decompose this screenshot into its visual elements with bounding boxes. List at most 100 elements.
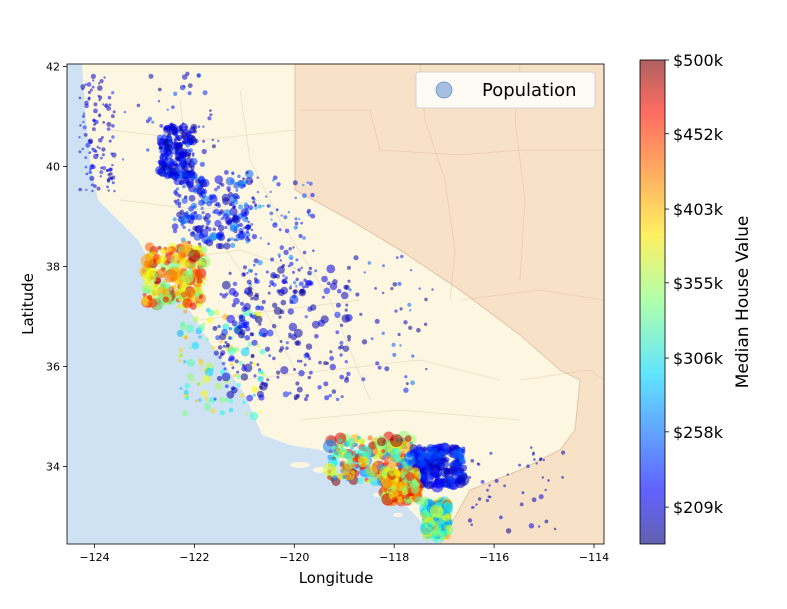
- data-point: [205, 225, 209, 229]
- data-point: [232, 204, 236, 209]
- data-point: [294, 340, 300, 346]
- data-point: [226, 334, 230, 338]
- data-point: [240, 347, 250, 357]
- data-point: [553, 527, 557, 531]
- data-point: [111, 124, 115, 128]
- data-point: [423, 322, 428, 326]
- data-point: [366, 464, 378, 477]
- data-point: [207, 219, 211, 223]
- legend-label-population: Population: [482, 80, 577, 101]
- data-point: [230, 237, 234, 241]
- data-point: [242, 177, 246, 181]
- data-point: [176, 329, 184, 337]
- data-point: [88, 151, 92, 155]
- data-point: [214, 219, 222, 227]
- data-point: [444, 457, 450, 463]
- data-point: [340, 395, 344, 399]
- data-point: [335, 330, 340, 335]
- data-point: [279, 340, 283, 343]
- data-point: [486, 488, 489, 492]
- data-point: [213, 309, 220, 316]
- data-point: [392, 352, 397, 357]
- data-point: [184, 195, 188, 199]
- data-point: [188, 346, 192, 350]
- data-point: [98, 114, 101, 118]
- data-point: [233, 297, 240, 305]
- data-point: [80, 84, 86, 90]
- data-point: [230, 222, 240, 231]
- data-point: [403, 387, 409, 393]
- data-point: [401, 488, 409, 496]
- data-point: [259, 237, 262, 240]
- data-point: [90, 73, 96, 79]
- data-point: [294, 221, 299, 226]
- data-point: [98, 147, 101, 150]
- data-point: [339, 353, 343, 357]
- data-point: [226, 220, 233, 226]
- data-point: [503, 484, 506, 488]
- data-point: [136, 103, 141, 108]
- data-point: [323, 361, 328, 366]
- data-point: [294, 217, 298, 221]
- data-point: [268, 284, 271, 288]
- data-point: [145, 119, 150, 124]
- data-point: [289, 295, 299, 305]
- data-point: [94, 149, 98, 153]
- data-point: [424, 524, 429, 529]
- data-point: [108, 176, 112, 180]
- data-point: [155, 258, 162, 265]
- colorbar-tick-label: $500k: [673, 51, 724, 70]
- data-point: [223, 242, 231, 250]
- data-point: [183, 85, 186, 88]
- data-point: [310, 213, 316, 219]
- data-point: [191, 269, 203, 280]
- data-point: [111, 181, 115, 185]
- data-point: [259, 409, 263, 413]
- data-point: [452, 453, 459, 460]
- data-point: [279, 259, 283, 262]
- data-point: [308, 266, 313, 271]
- data-point: [233, 373, 237, 378]
- data-point: [202, 139, 206, 143]
- plot-area-frame: [66, 63, 605, 545]
- data-point: [157, 100, 161, 103]
- data-point: [191, 341, 200, 350]
- data-point: [180, 321, 186, 327]
- data-point: [176, 303, 182, 309]
- data-point: [92, 127, 96, 132]
- data-point: [243, 202, 248, 207]
- data-point: [358, 445, 372, 459]
- data-point: [156, 268, 167, 279]
- data-point: [111, 91, 115, 95]
- data-point: [84, 103, 89, 109]
- data-point: [280, 214, 283, 217]
- x-axis-label: Longitude: [299, 569, 374, 587]
- data-point: [410, 380, 415, 386]
- legend-box: [415, 71, 596, 109]
- data-point: [302, 183, 305, 187]
- data-point: [163, 283, 169, 289]
- data-point: [308, 181, 313, 186]
- data-point: [302, 250, 307, 255]
- data-point: [179, 122, 189, 132]
- x-axis-ticks: −124 −122 −120 −118 −116 −114: [79, 544, 609, 564]
- data-point: [178, 285, 186, 293]
- data-point: [197, 125, 201, 128]
- data-point: [297, 268, 301, 272]
- data-point: [238, 222, 243, 228]
- data-point: [489, 451, 493, 455]
- data-point: [195, 214, 203, 221]
- data-point: [206, 317, 213, 324]
- data-point: [81, 147, 84, 151]
- data-point: [269, 190, 272, 194]
- data-point: [196, 73, 202, 78]
- data-point: [200, 246, 208, 254]
- data-point: [99, 156, 103, 160]
- data-point: [191, 152, 195, 156]
- y-axis-label: Latitude: [19, 273, 37, 335]
- data-point: [219, 333, 227, 341]
- data-point: [285, 341, 289, 345]
- data-point: [230, 242, 236, 248]
- data-point: [252, 314, 257, 320]
- data-point: [437, 450, 446, 459]
